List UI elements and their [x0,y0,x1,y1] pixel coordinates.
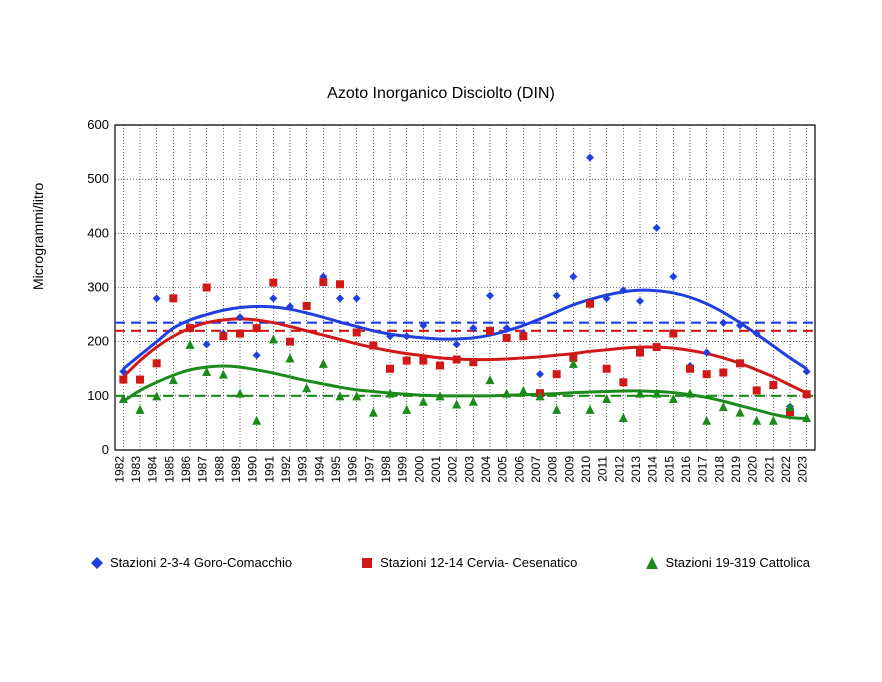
y-axis-label: Microgrammi/litro [30,183,46,290]
svg-text:1992: 1992 [279,456,293,483]
svg-text:300: 300 [87,280,109,295]
chart-area: 1982198319841985198619871988198919901991… [70,120,820,500]
legend-item-cattolica: Stazioni 19-319 Cattolica [645,555,810,570]
svg-text:600: 600 [87,120,109,132]
svg-text:2022: 2022 [779,456,793,483]
svg-text:1997: 1997 [362,456,376,483]
square-icon [360,556,374,570]
svg-text:1994: 1994 [312,456,326,483]
legend-label: Stazioni 19-319 Cattolica [665,555,810,570]
svg-text:1995: 1995 [329,456,343,483]
legend: Stazioni 2-3-4 Goro-Comacchio Stazioni 1… [90,555,810,570]
svg-text:400: 400 [87,225,109,240]
svg-text:2012: 2012 [612,456,626,483]
svg-text:0: 0 [102,442,109,457]
svg-text:2005: 2005 [496,456,510,483]
svg-text:2017: 2017 [696,456,710,483]
svg-text:1996: 1996 [346,456,360,483]
legend-item-goro: Stazioni 2-3-4 Goro-Comacchio [90,555,292,570]
triangle-icon [645,556,659,570]
svg-text:2009: 2009 [562,456,576,483]
diamond-icon [90,556,104,570]
svg-text:2019: 2019 [729,456,743,483]
chart-svg: 1982198319841985198619871988198919901991… [70,120,820,500]
svg-text:2004: 2004 [479,456,493,483]
svg-text:2018: 2018 [712,456,726,483]
svg-text:2020: 2020 [746,456,760,483]
svg-text:1984: 1984 [146,456,160,483]
svg-text:1985: 1985 [162,456,176,483]
svg-text:1983: 1983 [129,456,143,483]
svg-text:2014: 2014 [646,456,660,483]
svg-text:2008: 2008 [546,456,560,483]
legend-label: Stazioni 12-14 Cervia- Cesenatico [380,555,577,570]
svg-text:1999: 1999 [396,456,410,483]
legend-label: Stazioni 2-3-4 Goro-Comacchio [110,555,292,570]
svg-text:2007: 2007 [529,456,543,483]
svg-text:2016: 2016 [679,456,693,483]
svg-text:2006: 2006 [512,456,526,483]
svg-text:1987: 1987 [196,456,210,483]
svg-text:200: 200 [87,334,109,349]
svg-text:2015: 2015 [662,456,676,483]
svg-text:1982: 1982 [112,456,126,483]
svg-text:1986: 1986 [179,456,193,483]
svg-text:1991: 1991 [262,456,276,483]
svg-text:1993: 1993 [296,456,310,483]
chart-title: Azoto Inorganico Disciolto (DIN) [0,85,882,103]
svg-text:1990: 1990 [246,456,260,483]
svg-text:2010: 2010 [579,456,593,483]
svg-text:2002: 2002 [446,456,460,483]
svg-text:2021: 2021 [762,456,776,483]
svg-text:2011: 2011 [596,456,610,482]
svg-text:2013: 2013 [629,456,643,483]
svg-text:500: 500 [87,171,109,186]
svg-text:100: 100 [87,388,109,403]
svg-text:2023: 2023 [796,456,810,483]
svg-text:1989: 1989 [229,456,243,483]
chart-page: { "title": "Azoto Inorganico Disciolto (… [0,0,882,682]
svg-text:1988: 1988 [212,456,226,483]
svg-text:2003: 2003 [462,456,476,483]
svg-text:1998: 1998 [379,456,393,483]
legend-item-cervia: Stazioni 12-14 Cervia- Cesenatico [360,555,577,570]
svg-text:2001: 2001 [429,456,443,483]
svg-text:2000: 2000 [412,456,426,483]
